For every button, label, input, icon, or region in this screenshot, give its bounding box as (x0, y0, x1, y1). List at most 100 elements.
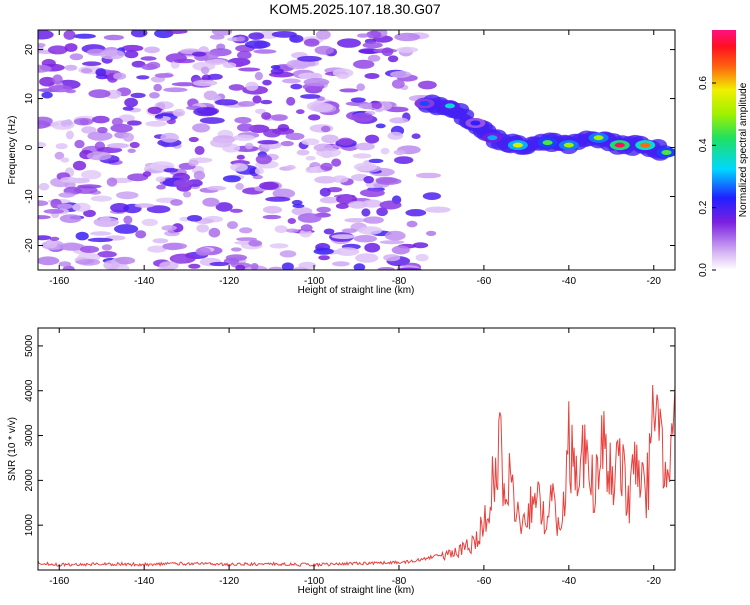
heatmap-cell (285, 132, 305, 141)
heatmap-cell (396, 46, 419, 53)
heatmap-cell (239, 227, 253, 234)
heatmap-cell (192, 51, 207, 57)
heatmap-cell (118, 114, 135, 122)
heatmap-cell (348, 200, 368, 209)
heatmap-cell (299, 229, 313, 238)
heatmap-cell (160, 132, 179, 143)
heatmap-cell (222, 175, 241, 183)
heatmap-cell (142, 171, 152, 177)
heatmap-cell (210, 138, 233, 148)
heatmap-cell (341, 228, 357, 234)
heatmap-cell (155, 114, 164, 119)
heatmap-cell (230, 163, 248, 172)
heatmap-cell (396, 267, 423, 270)
heatmap-peak (470, 120, 481, 126)
heatmap-cell (193, 170, 205, 181)
heatmap-cell (291, 267, 308, 270)
heatmap-cell (172, 108, 186, 117)
heatmap-cell (364, 242, 381, 253)
heatmap-cell (45, 239, 58, 249)
heatmap-cell (235, 182, 244, 190)
spectrogram-x-tick-label: -120 (219, 276, 239, 287)
heatmap-cell (163, 168, 178, 173)
heatmap-cell (262, 205, 283, 214)
heatmap-cell (205, 59, 227, 65)
heatmap-peak (542, 140, 553, 146)
heatmap-cell (385, 106, 409, 113)
heatmap-peak (640, 142, 651, 148)
heatmap-cell (65, 130, 74, 140)
heatmap-cell (344, 218, 367, 223)
heatmap-cell (279, 250, 297, 258)
snr-frame (37, 327, 676, 571)
heatmap-cell (387, 131, 404, 140)
heatmap-cell (380, 147, 390, 155)
heatmap-cell (259, 181, 279, 190)
heatmap-cell (90, 195, 112, 202)
heatmap-cell (101, 244, 112, 251)
snr-x-tick-label: -80 (392, 576, 407, 587)
heatmap-cell (227, 221, 238, 230)
heatmap-cell (170, 60, 180, 69)
heatmap-cell (90, 231, 112, 236)
heatmap-cell (135, 230, 147, 239)
heatmap-cell (121, 44, 144, 52)
heatmap-cell (321, 125, 331, 133)
heatmap-cell (358, 48, 380, 55)
snr-x-tick-label: -120 (219, 576, 239, 587)
heatmap-cell (415, 172, 442, 179)
spectrogram-y-tick-label: 0 (24, 144, 35, 150)
heatmap-cell (268, 266, 284, 270)
snr-y-tick-label: 5000 (24, 334, 35, 357)
spectrogram-panel: -160 -140 -120 -100 -80 -60 -40 -20 -20-1001020… (7, 29, 676, 296)
heatmap-cell (353, 263, 366, 270)
heatmap-cell (95, 74, 109, 80)
heatmap-cell (38, 200, 49, 207)
heatmap-cell (364, 73, 380, 79)
heatmap-cell (111, 117, 123, 127)
snr-x-tick-label: -40 (562, 576, 577, 587)
heatmap-cell (257, 140, 279, 145)
heatmap-cell (300, 94, 321, 99)
heatmap-cell (38, 256, 60, 266)
heatmap-cell (81, 126, 97, 134)
heatmap-cell (296, 149, 310, 156)
heatmap-cell (271, 31, 297, 38)
heatmap-cell (319, 187, 331, 197)
heatmap-cell (379, 200, 402, 210)
heatmap-cell (80, 68, 93, 74)
heatmap-cell (73, 117, 94, 126)
heatmap-cell (103, 260, 120, 270)
heatmap-cell (335, 247, 360, 256)
heatmap-cell (229, 208, 243, 213)
snr-y-tick-label: 2000 (24, 469, 35, 492)
heatmap-cell (236, 36, 246, 42)
heatmap-cell (202, 197, 220, 207)
heatmap-cell (316, 30, 331, 40)
heatmap-cell (357, 33, 369, 38)
heatmap-cell (97, 126, 108, 134)
heatmap-cell (59, 176, 79, 183)
heatmap-cell (99, 49, 125, 60)
heatmap-cell (166, 30, 188, 34)
heatmap-cell (156, 184, 166, 190)
heatmap-cell (350, 97, 366, 103)
heatmap-cell (75, 231, 89, 241)
heatmap-cell (38, 141, 47, 148)
heatmap-cell (163, 87, 188, 93)
heatmap-cell (297, 213, 322, 223)
heatmap-cell (381, 47, 394, 57)
heatmap-cell (103, 34, 124, 41)
heatmap-cell (154, 73, 174, 78)
heatmap-cell (87, 131, 113, 141)
heatmap-cell (340, 193, 353, 201)
heatmap-cell (39, 76, 56, 87)
heatmap-cell (318, 255, 330, 261)
heatmap-cell (363, 216, 384, 224)
heatmap-cell (359, 188, 385, 197)
heatmap-cell (314, 45, 334, 55)
heatmap-cell (123, 215, 133, 225)
spectrogram-y-tick-label: 10 (24, 93, 35, 105)
heatmap-cell (393, 149, 406, 156)
